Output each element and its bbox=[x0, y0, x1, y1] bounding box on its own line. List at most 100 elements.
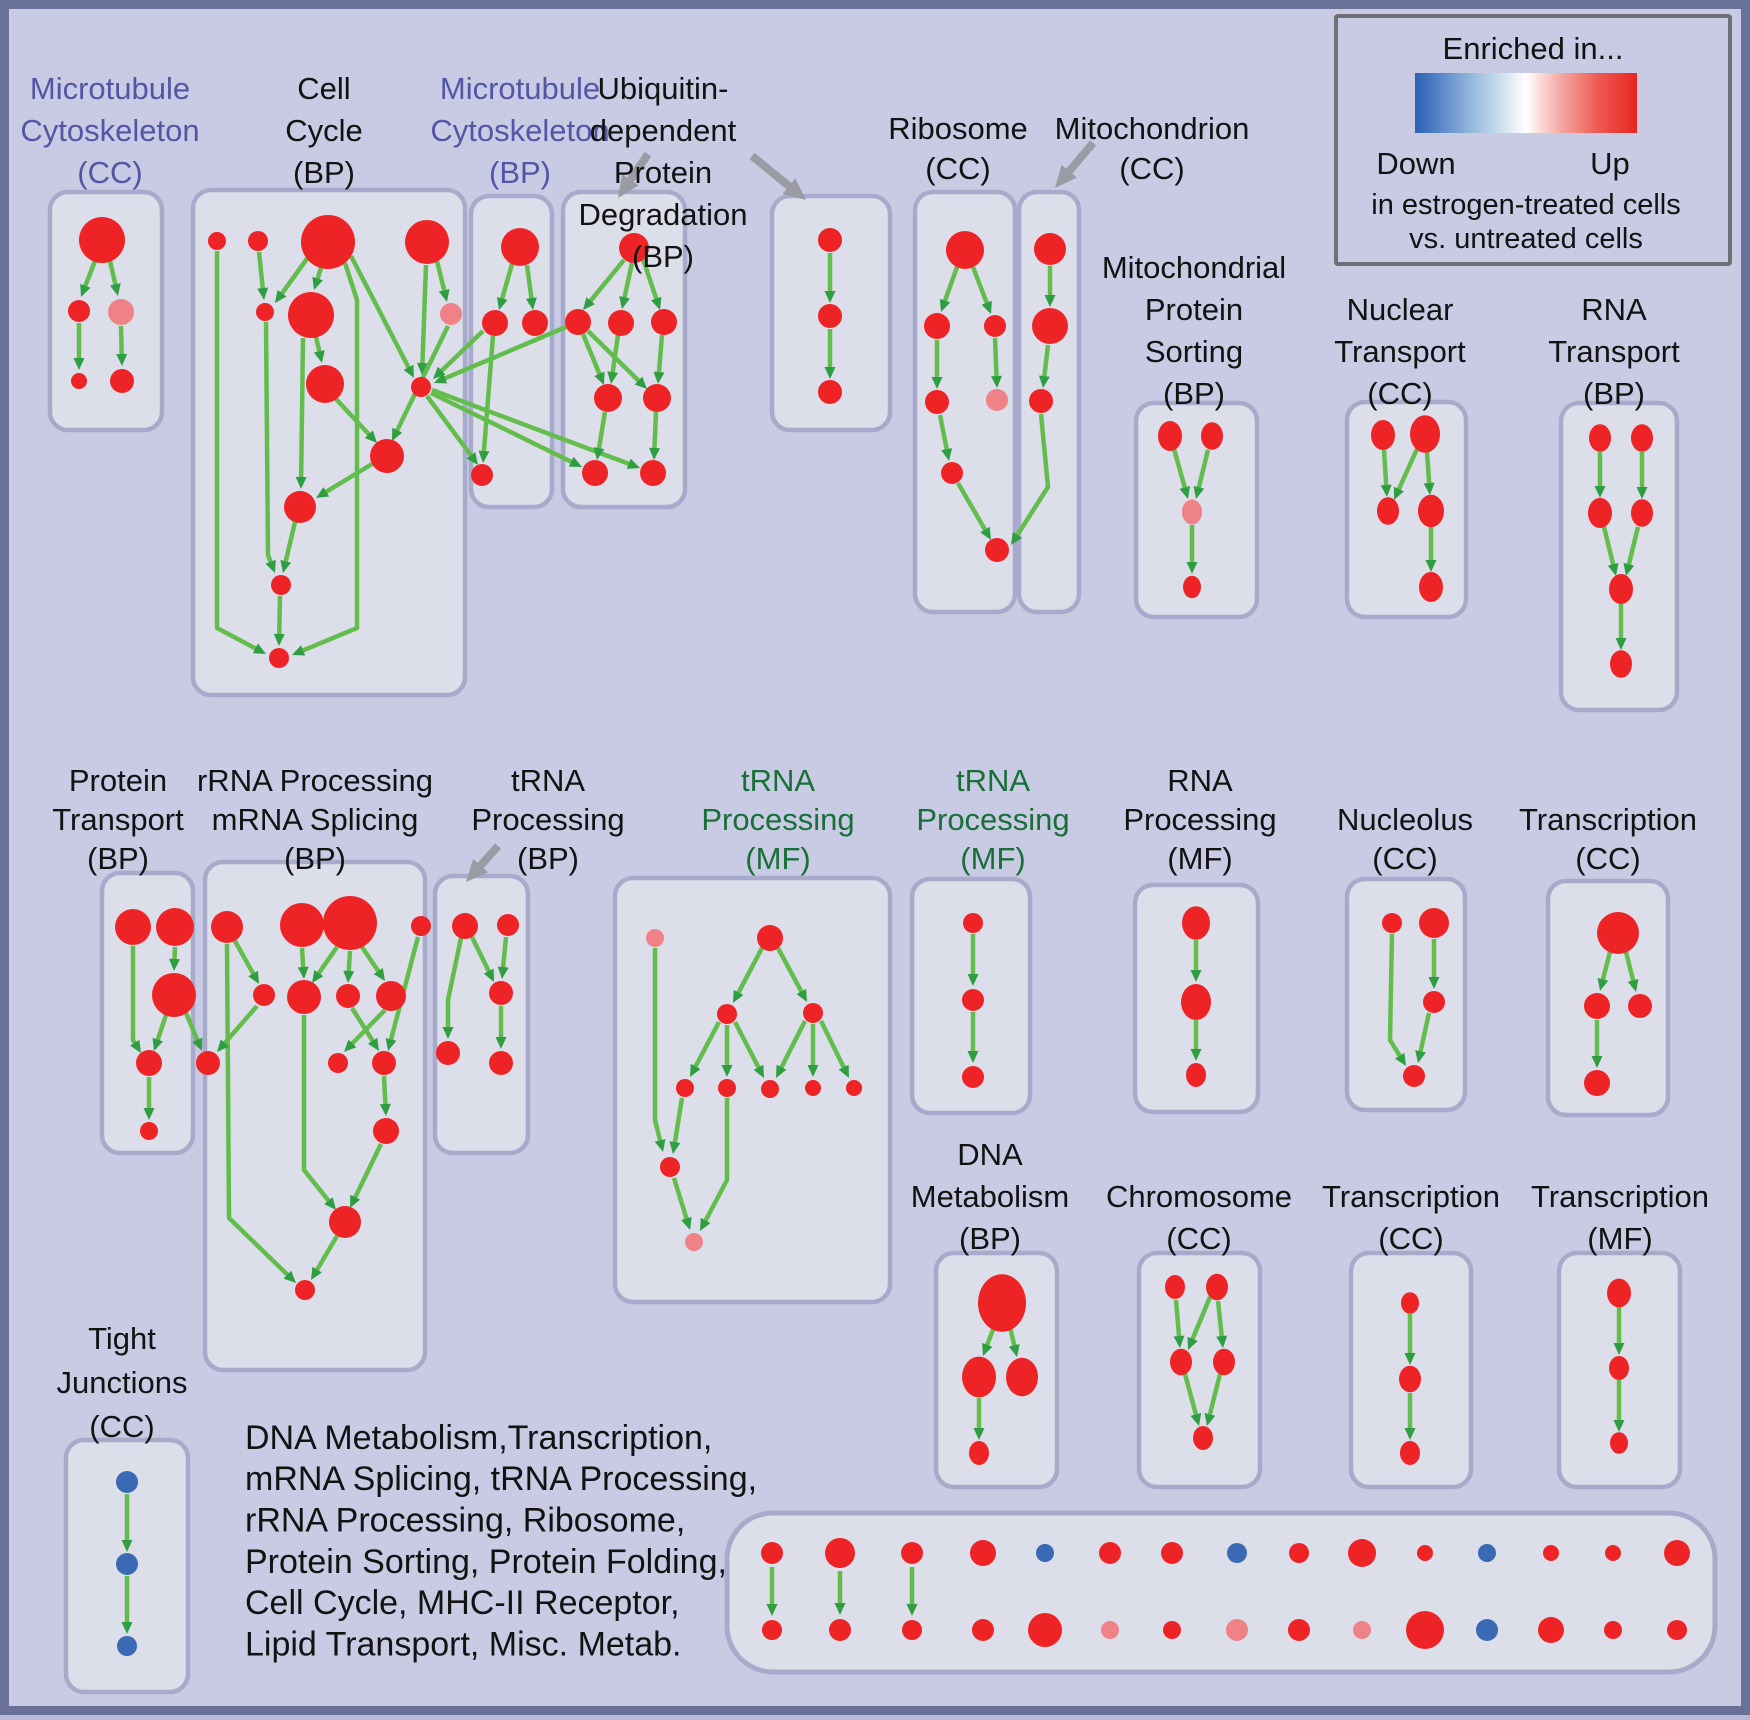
edge-arrowhead-icon bbox=[292, 645, 306, 656]
go-term-node bbox=[1406, 1611, 1444, 1649]
go-term-node bbox=[676, 1079, 694, 1097]
legend: Enriched in... Down Up in estrogen-treated … bbox=[1334, 14, 1732, 266]
go-term-node bbox=[1182, 499, 1202, 525]
edge-line bbox=[733, 1020, 762, 1071]
go-term-node bbox=[1181, 984, 1211, 1020]
go-term-node bbox=[1610, 1432, 1628, 1454]
go-term-node bbox=[411, 916, 431, 936]
edge-arrowhead-icon bbox=[192, 1037, 203, 1051]
cluster-label-microtubule-cc: Microtubule Cytoskeleton (CC) bbox=[20, 71, 199, 190]
go-term-node bbox=[196, 1051, 220, 1075]
edge-rrna-mrna bbox=[224, 943, 296, 1283]
edge-line bbox=[279, 254, 311, 297]
edge-line bbox=[346, 950, 353, 974]
go-term-node bbox=[323, 896, 377, 950]
go-term-node bbox=[489, 1051, 513, 1075]
go-term-node bbox=[970, 1540, 996, 1566]
edge-arrowhead-icon bbox=[807, 1065, 819, 1077]
edge-line bbox=[1424, 451, 1432, 486]
edge-trna-mf-big bbox=[721, 1025, 733, 1077]
label-line: (CC) bbox=[1372, 841, 1437, 876]
go-term-node bbox=[1353, 1621, 1371, 1639]
go-term-node bbox=[411, 377, 431, 397]
label-line: Transport bbox=[52, 802, 184, 837]
edge-ribosome bbox=[931, 340, 943, 389]
edge-arrowhead-icon bbox=[152, 1037, 164, 1051]
label-line: mRNA Splicing bbox=[212, 802, 419, 837]
go-term-node bbox=[757, 925, 783, 951]
edge-ubiquitin-degradation-1 bbox=[649, 411, 660, 460]
edge-cell-cycle bbox=[430, 390, 582, 467]
go-term-node bbox=[1377, 497, 1399, 525]
go-term-node bbox=[582, 460, 608, 486]
edge-line bbox=[183, 1012, 201, 1043]
cluster-box-ribosome bbox=[912, 189, 1018, 615]
cluster-label-protein-transport: Protein Transport (BP) bbox=[52, 763, 184, 876]
edge-line bbox=[1207, 1373, 1223, 1417]
label-line: Cell bbox=[297, 71, 350, 106]
label-line: (CC) bbox=[925, 151, 990, 186]
edge-line bbox=[625, 151, 652, 184]
go-term-node bbox=[1165, 1275, 1185, 1299]
edge-arrowhead-icon bbox=[312, 970, 324, 983]
edge-microtubule-bp bbox=[478, 335, 496, 463]
go-term-node bbox=[825, 1538, 855, 1568]
go-term-node bbox=[925, 390, 949, 414]
edge-arrowhead-icon bbox=[939, 298, 951, 312]
edge-arrowhead-icon bbox=[343, 970, 355, 983]
edge-mito-protein-sorting bbox=[1171, 448, 1191, 499]
edge-line bbox=[1387, 933, 1403, 1059]
edge-trna-mf-small bbox=[967, 934, 979, 986]
edge-protein-transport bbox=[130, 946, 141, 1053]
edge-line bbox=[334, 397, 372, 438]
go-term-node bbox=[116, 1553, 138, 1575]
edge-line bbox=[263, 321, 274, 565]
edge-line bbox=[214, 251, 259, 652]
label-line: (MF) bbox=[1587, 1221, 1652, 1256]
label-line: tRNA bbox=[511, 763, 585, 798]
label-line: (CC) bbox=[1575, 841, 1640, 876]
edge-line bbox=[671, 1177, 690, 1222]
edge-arrowhead-icon bbox=[634, 376, 647, 389]
go-term-node bbox=[685, 1233, 703, 1251]
edge-arrowhead-icon bbox=[1190, 1049, 1202, 1061]
edge-microtubule-cc bbox=[73, 323, 85, 370]
edge-arrowhead-icon bbox=[824, 367, 836, 379]
label-line: Cytoskeleton bbox=[430, 113, 609, 148]
edge-line bbox=[82, 260, 98, 289]
edge-arrowhead-icon bbox=[1627, 979, 1639, 992]
edge-rrna-mrna bbox=[360, 945, 385, 981]
go-term-node bbox=[1403, 1065, 1425, 1087]
go-term-node bbox=[1605, 1545, 1621, 1561]
edge-tight-junctions bbox=[121, 1494, 133, 1552]
edge-trna-mf-big bbox=[818, 1020, 849, 1078]
go-term-node bbox=[829, 1619, 851, 1641]
edge-arrowhead-icon bbox=[1173, 1335, 1185, 1348]
edge-trna-mf-big bbox=[652, 948, 666, 1152]
label-line: Enriched in... bbox=[1443, 31, 1624, 66]
edge-line bbox=[735, 946, 764, 996]
edge-line bbox=[702, 1098, 730, 1224]
go-term-node bbox=[1400, 1441, 1420, 1465]
edge-chromosome bbox=[1215, 1300, 1228, 1348]
edge-rna-processing-mf bbox=[1190, 1020, 1202, 1061]
edge-arrowhead-icon bbox=[392, 427, 403, 441]
label-line: (BP) bbox=[489, 155, 551, 190]
edge-line bbox=[360, 945, 382, 974]
go-term-node bbox=[762, 1620, 782, 1640]
edge-arrowhead-icon bbox=[1404, 1428, 1416, 1440]
go-term-node bbox=[608, 310, 634, 336]
arrow-to-trna-bp-box-icon bbox=[466, 843, 501, 882]
edge-arrowhead-icon bbox=[311, 1266, 322, 1280]
edge-arrowhead-icon bbox=[143, 1108, 155, 1120]
edge-arrowhead-icon bbox=[1623, 563, 1635, 576]
edge-arrowhead-icon bbox=[733, 989, 744, 1003]
go-term-node bbox=[1423, 991, 1445, 1013]
label-line: RNA bbox=[1167, 763, 1233, 798]
cluster-label-nuclear-transport: Nuclear Transport (CC) bbox=[1334, 292, 1466, 411]
go-term-node bbox=[1543, 1545, 1559, 1561]
note-block: DNA Metabolism,Transcription,mRNA Splici… bbox=[245, 1419, 757, 1664]
go-term-node bbox=[1371, 420, 1395, 450]
edge-arrowhead-icon bbox=[941, 448, 953, 461]
edge-line bbox=[107, 260, 118, 287]
